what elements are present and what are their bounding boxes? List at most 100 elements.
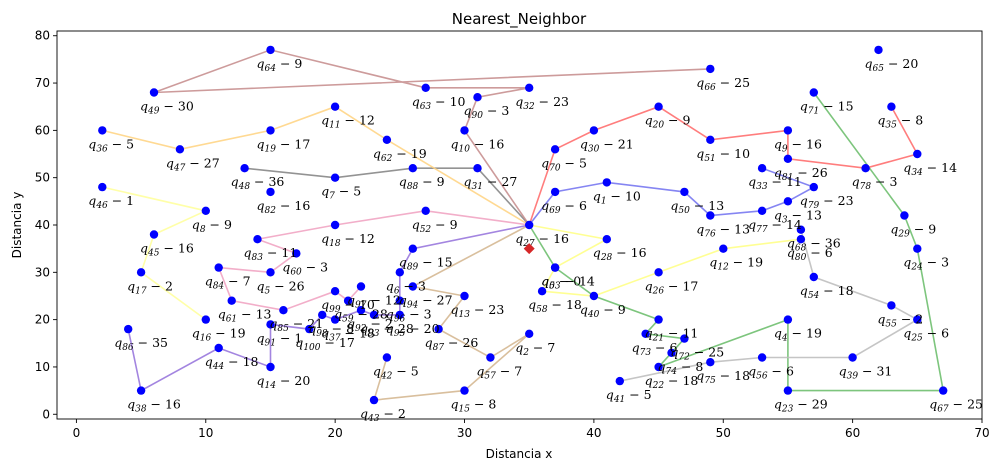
point-q61 <box>227 296 236 305</box>
point-label-q73: q73 − 6 <box>632 340 678 358</box>
point-q52 <box>421 206 430 215</box>
x-tick-label: 70 <box>974 426 989 440</box>
point-q78 <box>861 164 870 173</box>
point-q86 <box>124 324 133 334</box>
point-label-q55: q55 − 2 <box>877 311 923 329</box>
point-label-q39: q39 − 31 <box>839 364 893 382</box>
point-label-q82: q82 − 16 <box>257 198 311 216</box>
point-label-q41: q41 − 5 <box>606 387 652 405</box>
point-q55 <box>887 301 896 310</box>
point-label-q97: q97 − 12 <box>347 293 401 311</box>
point-q34 <box>913 149 922 159</box>
point-q21 <box>654 315 663 324</box>
point-q79 <box>809 182 818 192</box>
point-label-q95: q95 − 20 <box>386 321 440 339</box>
point-q62 <box>382 135 392 144</box>
point-label-q90: q90 − 3 <box>464 103 510 121</box>
point-q49 <box>149 88 159 97</box>
point-q19 <box>266 126 275 135</box>
point-q90 <box>473 93 482 102</box>
point-q92 <box>356 306 366 315</box>
point-label-q18: q18 − 12 <box>321 231 375 249</box>
route-line-11 <box>619 229 919 382</box>
point-q89 <box>408 244 417 253</box>
point-label-q78: q78 − 3 <box>852 174 898 192</box>
point-label-q15: q15 − 8 <box>451 397 497 415</box>
point-label-q21: q21 − 11 <box>645 326 699 344</box>
point-q85 <box>279 306 288 315</box>
point-label-q3: q3 − 13 <box>774 207 822 225</box>
point-label-q30: q30 − 21 <box>580 136 634 154</box>
point-label-q72: q72 − 25 <box>670 345 724 363</box>
point-label-q81: q81 − 26 <box>774 165 828 183</box>
point-q51 <box>706 135 715 144</box>
point-label-q34: q34 − 14 <box>903 160 957 178</box>
point-label-q26: q26 − 17 <box>645 278 699 296</box>
point-label-q100: q100 − 17 <box>295 335 355 353</box>
point-q31 <box>473 164 482 173</box>
y-tick-label: 40 <box>35 218 50 232</box>
point-label-q94: q94 − 27 <box>399 293 453 311</box>
x-tick-label: 40 <box>586 426 601 440</box>
point-q73 <box>641 329 650 338</box>
point-label-q46: q46 − 1 <box>88 193 134 211</box>
point-label-q67: q67 − 25 <box>929 397 983 415</box>
point-q36 <box>98 126 107 135</box>
point-q41 <box>615 376 624 386</box>
point-label-q37: q37 − 18 <box>321 326 375 344</box>
y-axis-ticks: 0 10 20 30 40 50 60 70 80 <box>35 29 57 421</box>
point-q24 <box>913 244 922 253</box>
point-label-q14: q14 − 20 <box>257 373 311 391</box>
x-tick-label: 50 <box>716 426 731 440</box>
y-tick-label: 80 <box>35 29 50 43</box>
point-label-q74: q74 − 8 <box>658 359 704 377</box>
point-q37 <box>330 315 340 324</box>
point-q2 <box>525 329 534 338</box>
point-q20 <box>654 102 663 111</box>
point-label-q59: q59 − 28 <box>334 307 388 325</box>
point-q71 <box>809 88 818 97</box>
point-label-q48: q48 − 36 <box>231 174 285 192</box>
y-tick-label: 10 <box>35 360 50 374</box>
point-q84 <box>214 263 223 272</box>
point-q16 <box>201 315 210 324</box>
point-label-q71: q71 − 15 <box>800 99 854 117</box>
point-label-q17: q17 − 2 <box>127 278 173 296</box>
point-label-q63: q63 − 10 <box>412 94 466 112</box>
point-q23 <box>783 386 793 395</box>
point-label-q4: q4 − 19 <box>774 326 822 344</box>
point-q56 <box>757 353 767 362</box>
point-q46 <box>98 182 107 192</box>
point-label-q1: q1 − 10 <box>593 188 641 206</box>
point-q70 <box>550 145 560 154</box>
point-q50 <box>680 187 689 197</box>
point-label-q79: q79 − 23 <box>800 193 854 211</box>
point-q44 <box>214 343 223 353</box>
point-q67 <box>939 386 948 395</box>
point-label-q12: q12 − 19 <box>709 255 763 273</box>
point-q53 <box>550 263 560 272</box>
x-axis-ticks: 0 10 20 30 40 50 60 70 <box>73 419 990 440</box>
point-label-q70: q70 − 5 <box>541 155 587 173</box>
point-q69 <box>550 187 560 197</box>
point-label-q51: q51 − 10 <box>696 146 750 164</box>
point-label-q69: q69 − 6 <box>541 198 587 216</box>
point-label-q45: q45 − 16 <box>140 241 194 259</box>
point-q91 <box>266 320 275 329</box>
point-label-q11: q11 − 12 <box>321 113 375 131</box>
point-q98 <box>318 310 327 320</box>
point-label-q25: q25 − 6 <box>903 326 949 344</box>
point-label-q77: q77 − 14 <box>748 217 802 235</box>
point-label-q64: q64 − 9 <box>257 56 303 74</box>
point-labels-layer: q0 − 0 q1 − 10 q2 − 7 q3 − 13 q4 − 19 q5 − 26… <box>88 56 983 424</box>
point-label-q2: q2 − 7 <box>515 340 555 358</box>
point-q95 <box>395 310 404 320</box>
x-tick-label: 20 <box>328 426 343 440</box>
point-label-q85: q85 − 21 <box>269 316 323 334</box>
point-q72 <box>680 334 689 343</box>
point-q33 <box>757 164 767 173</box>
point-label-q54: q54 − 18 <box>800 283 854 301</box>
point-label-q8: q8 − 9 <box>192 217 232 235</box>
x-tick-label: 60 <box>845 426 860 440</box>
